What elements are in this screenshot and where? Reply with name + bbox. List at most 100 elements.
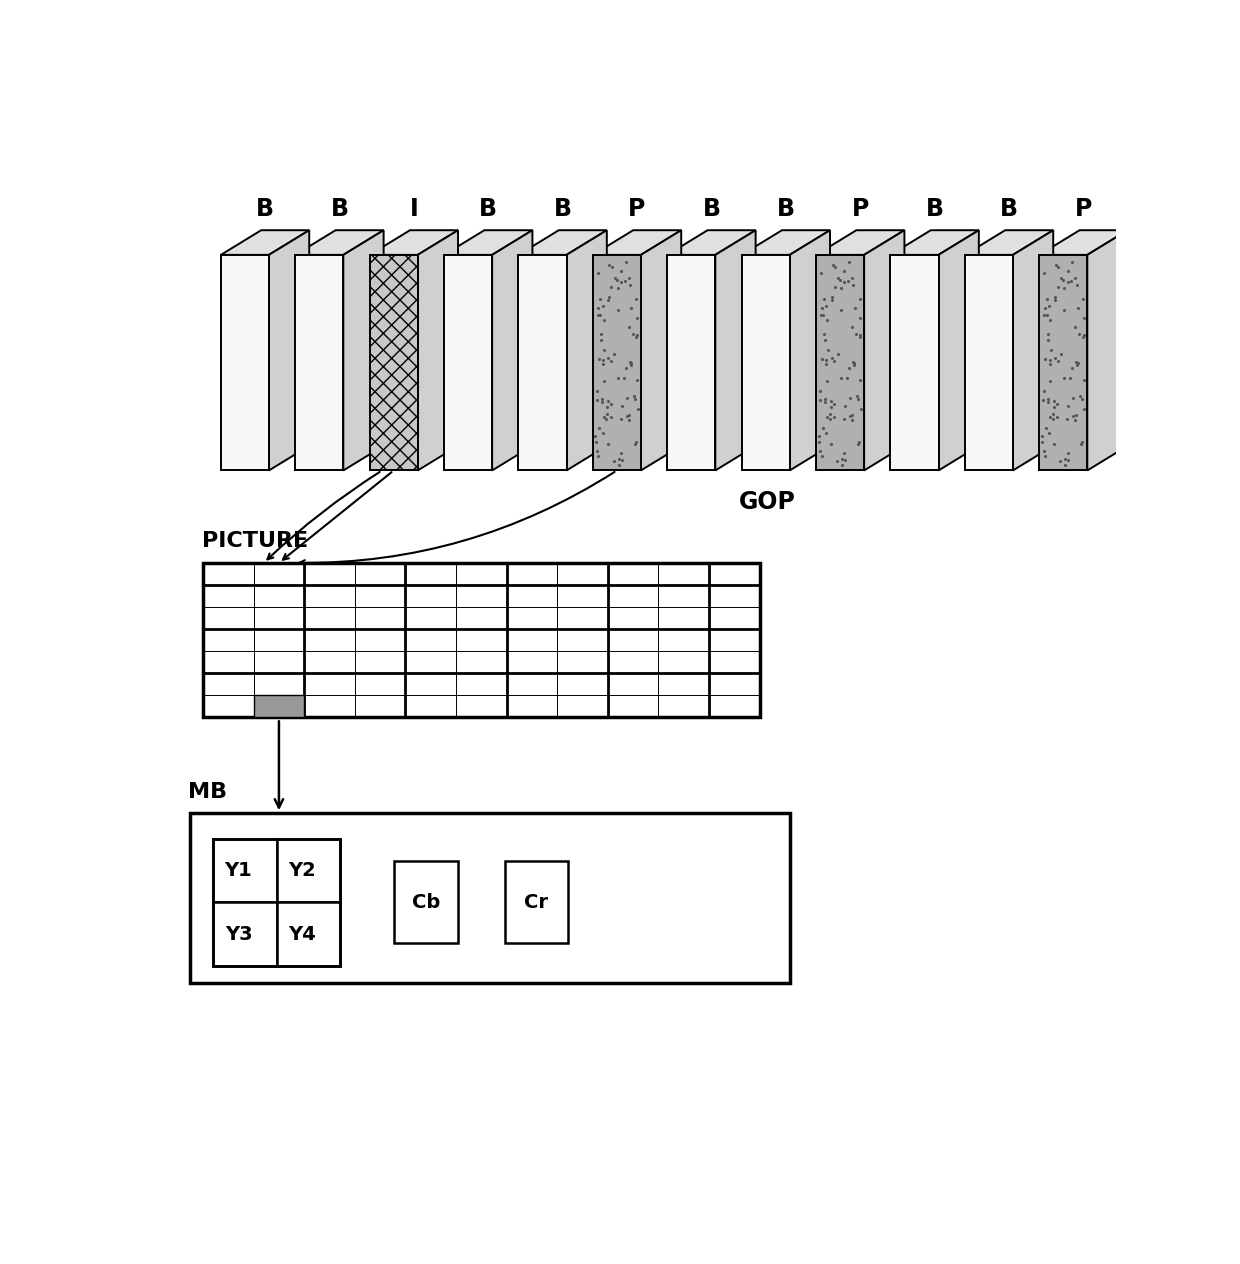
Point xyxy=(585,426,605,446)
Point xyxy=(851,369,870,389)
Point xyxy=(624,387,644,407)
Point xyxy=(620,351,640,372)
Point xyxy=(589,298,609,319)
Point xyxy=(1040,407,1060,427)
Point xyxy=(589,349,609,369)
Point xyxy=(594,407,614,427)
Point xyxy=(1058,260,1078,281)
Point xyxy=(1039,296,1059,316)
Point xyxy=(835,410,854,430)
Point xyxy=(1043,404,1063,425)
Point xyxy=(622,324,642,344)
Point xyxy=(1047,394,1066,415)
Bar xyxy=(213,839,277,902)
Point xyxy=(1038,389,1058,410)
Point xyxy=(1039,350,1059,370)
Point xyxy=(846,324,866,344)
Point xyxy=(1038,392,1058,412)
Point xyxy=(1065,268,1085,288)
Point xyxy=(603,257,622,277)
Point xyxy=(851,308,870,329)
Point xyxy=(1049,257,1069,277)
Point xyxy=(1035,446,1055,466)
Point xyxy=(827,451,847,471)
Point xyxy=(1054,368,1074,388)
Point xyxy=(1039,423,1059,444)
Point xyxy=(811,305,831,325)
Point xyxy=(605,268,625,288)
Point xyxy=(831,368,851,388)
Point xyxy=(815,324,835,344)
Point xyxy=(1060,368,1080,388)
Point xyxy=(1058,272,1078,292)
Point xyxy=(1034,380,1054,401)
Point xyxy=(839,358,859,378)
Point xyxy=(1066,351,1086,372)
Point xyxy=(822,254,842,274)
Point xyxy=(1038,324,1058,344)
Point xyxy=(844,353,864,373)
Polygon shape xyxy=(518,230,606,255)
Polygon shape xyxy=(269,230,309,470)
Point xyxy=(588,440,608,460)
Text: P: P xyxy=(1075,197,1092,221)
Point xyxy=(1073,288,1092,308)
Point xyxy=(611,272,631,292)
Point xyxy=(823,394,843,415)
Point xyxy=(1058,410,1078,430)
Point xyxy=(1073,431,1092,451)
Point xyxy=(1064,388,1084,408)
Point xyxy=(822,348,842,368)
Point xyxy=(1034,305,1054,325)
Polygon shape xyxy=(221,230,309,255)
Bar xyxy=(254,695,304,717)
Point xyxy=(599,287,619,307)
Point xyxy=(587,431,606,451)
Point xyxy=(599,254,619,274)
Bar xyxy=(213,839,340,966)
Polygon shape xyxy=(593,230,681,255)
Point xyxy=(621,298,641,319)
Point xyxy=(608,278,627,298)
Point xyxy=(1035,298,1055,319)
Point xyxy=(811,440,831,460)
Point xyxy=(619,411,639,431)
Polygon shape xyxy=(1039,230,1127,255)
Point xyxy=(1034,440,1054,460)
Point xyxy=(830,270,849,291)
Bar xyxy=(190,813,791,982)
Point xyxy=(1073,327,1092,348)
Polygon shape xyxy=(742,255,790,470)
Bar xyxy=(394,861,458,943)
Point xyxy=(593,354,613,374)
Point xyxy=(619,404,639,425)
Point xyxy=(609,449,629,469)
Polygon shape xyxy=(1013,230,1053,470)
Point xyxy=(835,260,854,281)
Text: Cr: Cr xyxy=(525,892,548,911)
Point xyxy=(591,389,611,410)
Point xyxy=(627,369,647,389)
Point xyxy=(816,423,836,444)
Point xyxy=(625,434,645,454)
Point xyxy=(1068,353,1087,373)
Point xyxy=(1074,325,1094,345)
Bar xyxy=(203,562,759,717)
Point xyxy=(608,300,627,320)
Point xyxy=(843,351,863,372)
Text: B: B xyxy=(702,197,720,221)
Point xyxy=(1068,355,1087,375)
Point xyxy=(627,308,647,329)
Point xyxy=(608,368,627,388)
Point xyxy=(822,289,842,310)
Text: B: B xyxy=(255,197,274,221)
Point xyxy=(1071,434,1091,454)
Text: B: B xyxy=(776,197,795,221)
Text: P: P xyxy=(629,197,646,221)
Polygon shape xyxy=(667,230,755,255)
Point xyxy=(851,325,870,345)
Point xyxy=(817,340,837,360)
Point xyxy=(604,451,624,471)
Point xyxy=(1038,330,1058,350)
Point xyxy=(593,296,613,316)
